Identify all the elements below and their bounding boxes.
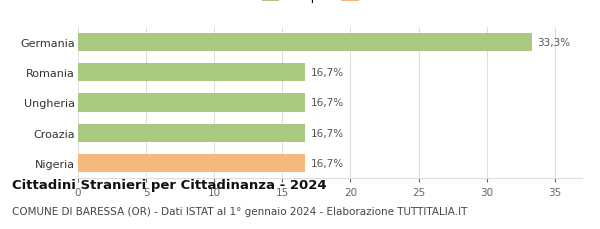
- Text: 16,7%: 16,7%: [311, 68, 344, 78]
- Bar: [78, 64, 305, 82]
- Legend: Europa, Africa: Europa, Africa: [259, 0, 401, 6]
- Text: COMUNE DI BARESSA (OR) - Dati ISTAT al 1° gennaio 2024 - Elaborazione TUTTITALIA: COMUNE DI BARESSA (OR) - Dati ISTAT al 1…: [12, 206, 467, 216]
- Text: 16,7%: 16,7%: [311, 128, 344, 138]
- Text: 16,7%: 16,7%: [311, 158, 344, 169]
- Bar: [78, 124, 305, 142]
- Text: 16,7%: 16,7%: [311, 98, 344, 108]
- Text: 33,3%: 33,3%: [537, 38, 570, 48]
- Text: Cittadini Stranieri per Cittadinanza - 2024: Cittadini Stranieri per Cittadinanza - 2…: [12, 179, 326, 192]
- Bar: [78, 94, 305, 112]
- Bar: [78, 33, 532, 52]
- Bar: [78, 154, 305, 173]
